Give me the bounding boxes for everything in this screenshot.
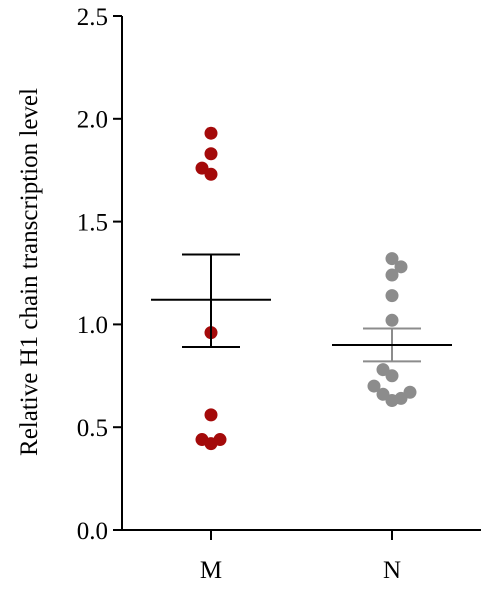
y-tick-label: 0.0: [77, 518, 108, 545]
y-tick-label: 0.5: [77, 415, 108, 442]
data-point-n: [367, 379, 381, 393]
data-point-n: [385, 252, 399, 266]
y-axis-ticks: 0.0 0.5 1.0 1.5 2.0 2.5: [77, 4, 122, 545]
data-point-m: [204, 147, 218, 161]
data-point-n: [394, 260, 408, 274]
data-marks: [151, 126, 452, 451]
data-point-m: [204, 167, 218, 181]
data-point-n: [385, 289, 399, 303]
data-point-m: [213, 433, 227, 447]
data-point-m: [204, 408, 218, 422]
data-point-n: [385, 313, 399, 327]
data-point-n: [385, 268, 399, 282]
data-point-n: [403, 385, 417, 399]
y-tick-label: 2.0: [77, 107, 108, 134]
y-tick-label: 1.0: [77, 312, 108, 339]
y-axis-title-group: Relative H1 chain transcription level: [16, 88, 43, 456]
y-axis-title: Relative H1 chain transcription level: [16, 88, 43, 456]
x-tick-label: M: [200, 557, 222, 584]
y-tick-label: 1.5: [77, 209, 108, 236]
data-point-m: [204, 126, 218, 140]
x-tick-label: N: [383, 557, 401, 584]
y-tick-label: 2.5: [77, 4, 108, 31]
data-point-n: [385, 369, 399, 383]
